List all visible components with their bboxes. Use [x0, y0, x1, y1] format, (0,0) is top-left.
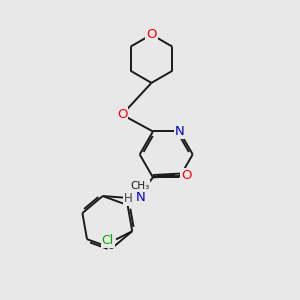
Text: N: N	[175, 125, 184, 138]
Text: CH₃: CH₃	[130, 181, 150, 191]
Text: H: H	[124, 192, 133, 205]
Text: O: O	[146, 28, 157, 41]
Text: Cl: Cl	[102, 234, 114, 248]
Text: O: O	[181, 169, 191, 182]
Text: N: N	[135, 190, 145, 204]
Text: O: O	[117, 108, 127, 121]
